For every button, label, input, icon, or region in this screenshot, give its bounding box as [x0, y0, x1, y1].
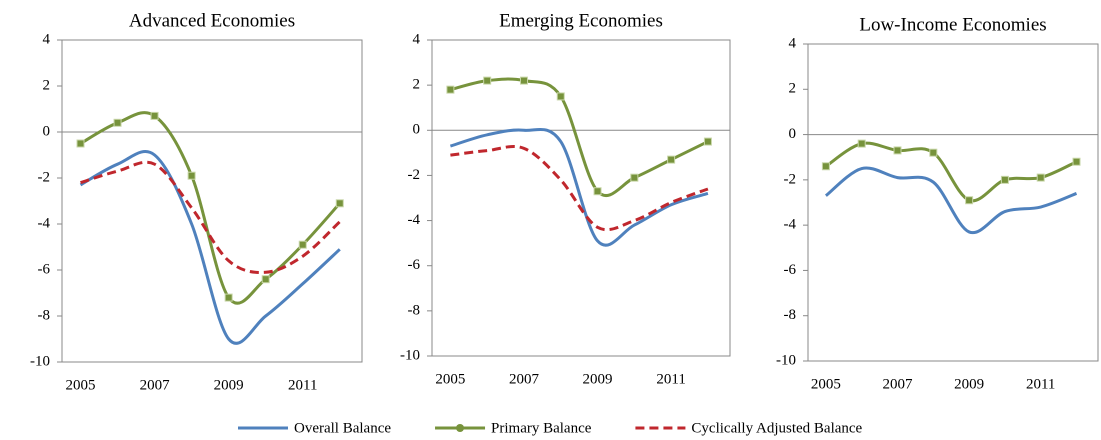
y-tick-label: 4: [413, 31, 421, 47]
point-marker: [519, 76, 528, 85]
point-marker: [593, 187, 602, 196]
y-tick-label: -4: [784, 217, 797, 233]
plot-frame: [431, 39, 731, 357]
point-marker: [1072, 157, 1081, 166]
point-marker: [893, 146, 902, 155]
plot-frame: [61, 39, 363, 363]
point-marker: [113, 118, 122, 127]
y-tick-label: -10: [776, 352, 796, 368]
y-tick-label: 2: [413, 77, 421, 93]
y-tick-label: 0: [413, 122, 421, 138]
y-tick-label: -6: [408, 257, 421, 273]
x-tick-label: 2005: [66, 377, 96, 393]
point-marker: [630, 173, 639, 182]
x-tick-label: 2009: [214, 377, 244, 393]
y-tick-label: 2: [789, 81, 797, 97]
series-line: [450, 77, 709, 198]
point-marker: [1000, 175, 1009, 184]
x-tick-label: 2011: [656, 371, 685, 387]
legend-label: Cyclically Adjusted Balance: [691, 420, 862, 436]
point-marker: [821, 162, 830, 171]
series-line: [450, 144, 709, 232]
y-tick-label: 4: [789, 35, 797, 51]
point-marker: [556, 92, 565, 101]
x-tick-label: 2005: [435, 371, 465, 387]
point-marker: [224, 293, 233, 302]
y-tick-label: -2: [408, 167, 421, 183]
series-line: [79, 150, 341, 345]
y-tick-label: -2: [38, 169, 51, 185]
y-tick-label: -6: [784, 262, 797, 278]
series-line: [80, 160, 341, 274]
y-tick-label: -8: [408, 302, 421, 318]
chart-title: Emerging Economies: [499, 10, 663, 31]
x-tick-label: 2011: [288, 377, 317, 393]
x-tick-label: 2009: [583, 371, 613, 387]
chart-title: Advanced Economies: [129, 10, 295, 31]
y-tick-label: -8: [784, 307, 797, 323]
point-marker: [446, 85, 455, 94]
x-tick-label: 2007: [883, 376, 914, 392]
y-tick-label: -10: [30, 353, 50, 369]
plot-frame: [807, 43, 1099, 362]
point-marker: [929, 148, 938, 157]
y-tick-label: 4: [43, 31, 51, 47]
x-tick-label: 2009: [954, 376, 984, 392]
point-marker: [703, 137, 712, 146]
legend-marker: [456, 424, 465, 432]
y-tick-label: -8: [38, 307, 51, 323]
point-marker: [76, 139, 85, 148]
x-tick-label: 2011: [1026, 376, 1055, 392]
point-marker: [1036, 173, 1045, 182]
point-marker: [667, 155, 676, 164]
y-tick-label: -2: [784, 171, 797, 187]
point-marker: [965, 196, 974, 205]
series-line: [825, 141, 1078, 203]
legend-label: Primary Balance: [491, 420, 592, 436]
y-tick-label: -4: [408, 212, 421, 228]
y-tick-label: -4: [38, 215, 51, 231]
x-tick-label: 2007: [140, 377, 171, 393]
series-line: [449, 127, 709, 247]
series-line: [79, 111, 341, 305]
y-tick-label: -10: [400, 347, 420, 363]
y-tick-label: 0: [789, 126, 797, 142]
point-marker: [857, 139, 866, 148]
point-marker: [483, 76, 492, 85]
x-tick-label: 2007: [509, 371, 540, 387]
point-marker: [335, 199, 344, 208]
y-tick-label: 0: [43, 123, 51, 139]
series-line: [824, 166, 1078, 235]
y-tick-label: 2: [43, 77, 51, 93]
point-marker: [187, 171, 196, 180]
point-marker: [261, 275, 270, 284]
chart-title: Low-Income Economies: [859, 14, 1046, 35]
point-marker: [298, 240, 307, 249]
point-marker: [150, 111, 159, 120]
legend-label: Overall Balance: [294, 420, 391, 436]
x-tick-label: 2005: [811, 376, 841, 392]
y-tick-label: -6: [38, 261, 51, 277]
